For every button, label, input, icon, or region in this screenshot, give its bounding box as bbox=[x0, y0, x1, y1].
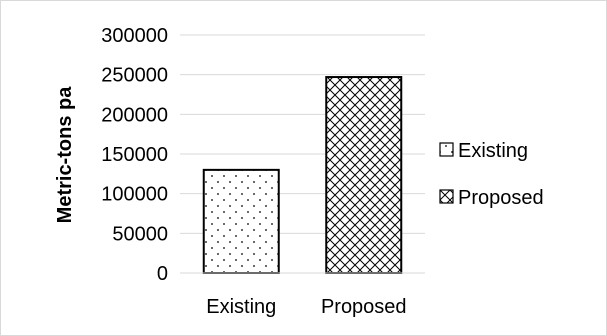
legend-swatch-existing bbox=[439, 142, 454, 157]
y-tick-label: 50000 bbox=[112, 223, 168, 245]
y-tick-label: 300000 bbox=[101, 25, 168, 47]
legend-label-existing: Existing bbox=[458, 140, 528, 162]
x-tick-labels: Existing Proposed bbox=[206, 296, 406, 318]
y-tick-label: 100000 bbox=[101, 184, 168, 206]
y-tick-labels: 0 50000 100000 150000 200000 250000 300000 bbox=[101, 25, 168, 285]
y-axis-title: Metric-tons pa bbox=[54, 86, 76, 224]
y-tick-label: 0 bbox=[157, 263, 168, 285]
legend-label-proposed: Proposed bbox=[458, 187, 544, 209]
y-tick-label: 250000 bbox=[101, 65, 168, 87]
bar-existing bbox=[202, 168, 280, 274]
x-tick-label: Existing bbox=[206, 296, 276, 318]
y-tick-label: 200000 bbox=[101, 104, 168, 126]
legend: Existing Proposed bbox=[439, 140, 544, 209]
bar-proposed bbox=[325, 76, 403, 275]
legend-swatch-proposed bbox=[439, 189, 454, 204]
y-tick-label: 150000 bbox=[101, 144, 168, 166]
x-tick-label: Proposed bbox=[321, 296, 407, 318]
bars bbox=[202, 76, 403, 275]
